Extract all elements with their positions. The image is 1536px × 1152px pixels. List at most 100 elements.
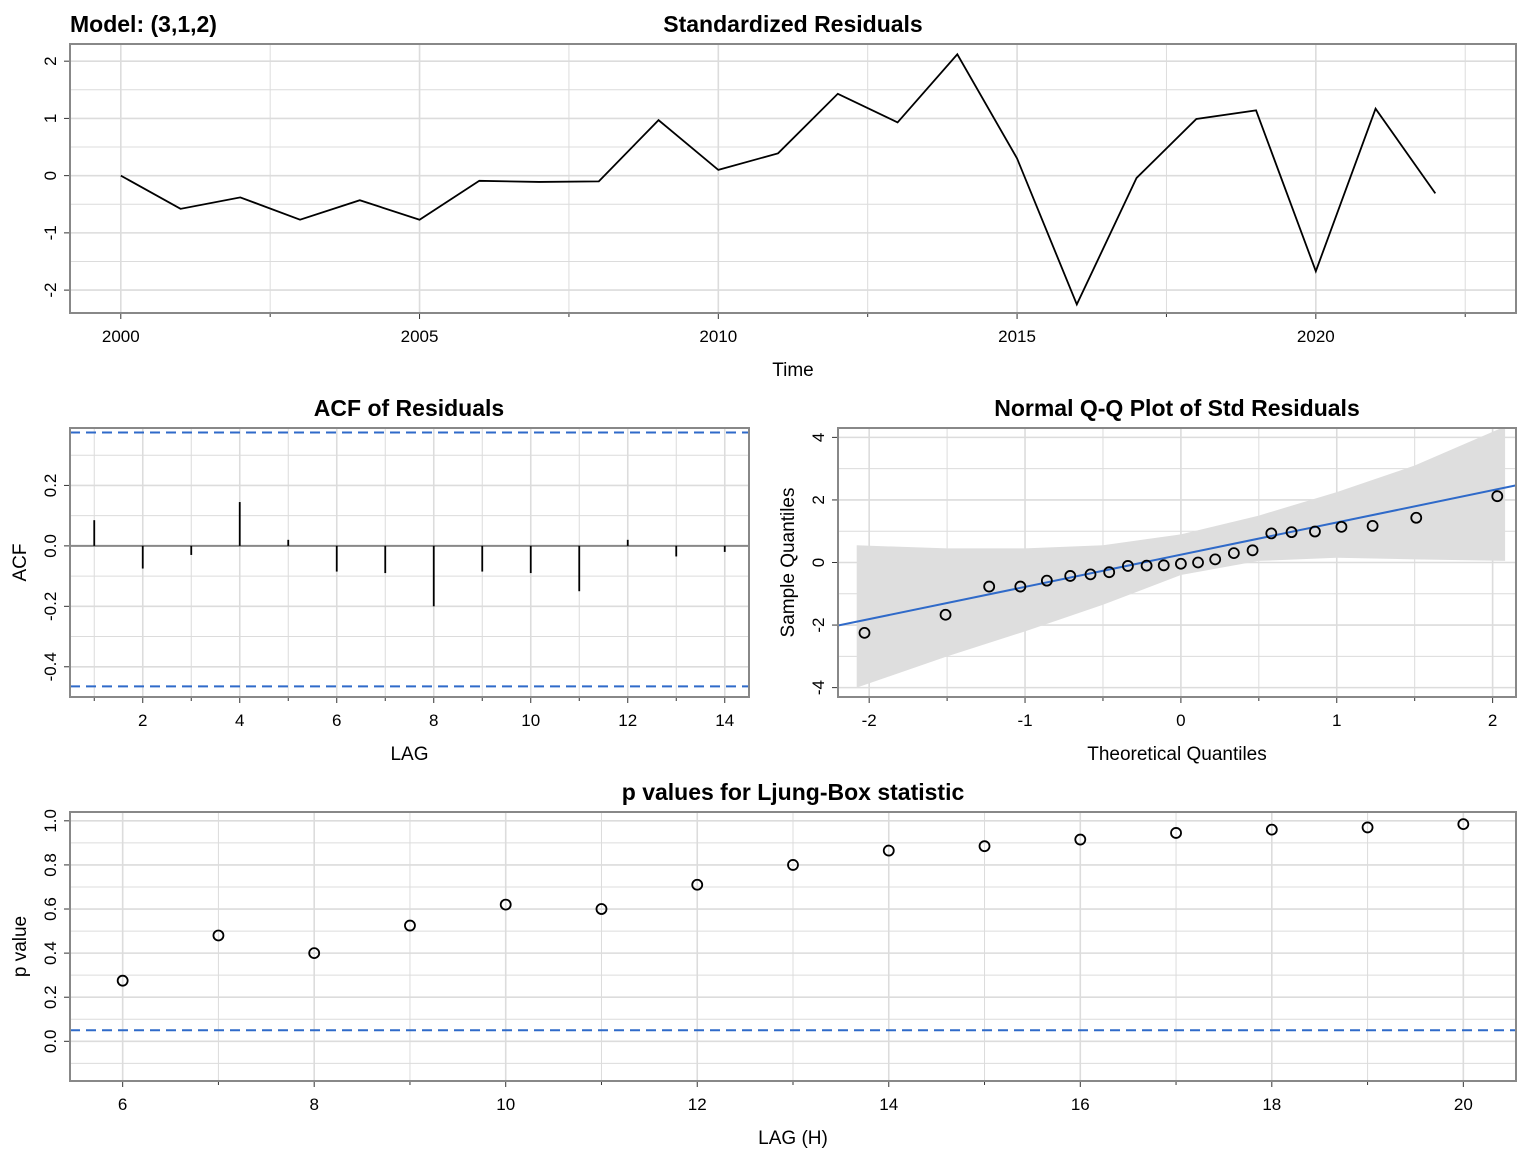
- ljungbox-point: [212, 929, 225, 942]
- x-tick-label: 6: [332, 711, 341, 730]
- qq-point: [1366, 520, 1379, 532]
- x-tick-label: 18: [1262, 1095, 1281, 1114]
- y-tick-label: -1: [41, 225, 60, 240]
- x-tick-label: 6: [118, 1095, 127, 1114]
- y-tick-label: 0: [809, 558, 828, 567]
- x-tick-label: 10: [496, 1095, 515, 1114]
- y-tick-label: 0.2: [41, 985, 60, 1009]
- x-tick-label: 0: [1176, 711, 1185, 730]
- y-axis-label: Sample Quantiles: [778, 488, 799, 638]
- qq-point: [1084, 568, 1097, 581]
- qq-point: [1227, 547, 1240, 560]
- qq-point: [1174, 557, 1187, 570]
- y-tick-label: 0.6: [41, 897, 60, 921]
- ljungbox-point: [595, 903, 608, 915]
- y-axis-label: ACF: [10, 544, 31, 582]
- x-tick-label: 14: [879, 1095, 898, 1114]
- y-tick-label: 0.2: [41, 474, 60, 498]
- qq-point: [1491, 490, 1504, 503]
- qq-point: [1014, 580, 1027, 593]
- ljungbox-point: [1170, 827, 1182, 839]
- y-tick-label: -0.4: [41, 652, 60, 681]
- y-tick-label: -4: [809, 680, 828, 695]
- qq-panel: Normal Q-Q Plot of Std Residuals -2 -1 0 1 2 -…: [778, 395, 1517, 765]
- ljungbox-point: [882, 844, 895, 857]
- x-tick-label: 8: [429, 711, 438, 730]
- chart-title: p values for Ljung-Box statistic: [622, 779, 965, 805]
- y-tick-label: 0.0: [41, 1029, 60, 1053]
- plot-frame: [69, 43, 1517, 314]
- plot-frame: [69, 427, 750, 698]
- x-tick-label: 2015: [998, 327, 1036, 346]
- x-tick-label: 14: [715, 711, 734, 730]
- y-tick-label: 2: [41, 56, 60, 65]
- y-tick-label: 0.4: [41, 941, 60, 965]
- y-tick-label: -2: [41, 283, 60, 298]
- qq-point: [1140, 559, 1153, 572]
- x-tick-label: 20: [1454, 1095, 1473, 1114]
- grid: [70, 44, 1516, 313]
- chart-title: Normal Q-Q Plot of Std Residuals: [994, 395, 1359, 421]
- qq-point: [1410, 511, 1423, 524]
- ljungbox-point: [308, 947, 321, 960]
- x-axis-label: LAG (H): [758, 1128, 828, 1149]
- ljungbox-panel: p values for Ljung-Box statistic 6 8 10 12 14…: [10, 779, 1517, 1149]
- qq-reference-line: [838, 484, 1516, 627]
- x-tick-label: 10: [521, 711, 540, 730]
- grid: [70, 812, 1516, 1081]
- x-tick-label: -1: [1017, 711, 1032, 730]
- y-tick-label: 2: [809, 495, 828, 504]
- x-axis-label: LAG: [390, 744, 428, 765]
- qq-point: [1040, 574, 1053, 587]
- x-tick-label: 2000: [102, 327, 140, 346]
- qq-point: [1265, 527, 1278, 540]
- qq-point: [1309, 525, 1321, 538]
- qq-point: [858, 626, 871, 639]
- grid: [70, 428, 749, 698]
- x-tick-label: -2: [862, 711, 877, 730]
- y-tick-label: 0: [41, 171, 60, 180]
- qq-point: [1246, 544, 1259, 557]
- y-tick-label: -2: [809, 617, 828, 632]
- x-tick-label: 2010: [699, 327, 737, 346]
- x-tick-label: 2: [138, 711, 147, 730]
- x-tick-label: 12: [688, 1095, 707, 1114]
- qq-point: [1335, 520, 1348, 533]
- plot-frame: [837, 427, 1517, 698]
- x-tick-label: 4: [235, 711, 244, 730]
- ljungbox-point: [691, 878, 704, 891]
- ljungbox-point: [499, 898, 512, 911]
- ljungbox-point: [1265, 823, 1278, 836]
- qq-point: [939, 608, 952, 621]
- y-tick-label: -0.2: [41, 592, 60, 621]
- x-tick-label: 8: [309, 1095, 318, 1114]
- y-tick-label: 4: [809, 433, 828, 442]
- ljungbox-point: [404, 919, 416, 932]
- qq-point: [1103, 566, 1116, 579]
- residual-series-line: [120, 52, 1437, 307]
- model-label: Model: (3,1,2): [70, 11, 217, 37]
- qq-confidence-band: [856, 428, 1506, 688]
- plot-frame: [69, 811, 1517, 1082]
- ljungbox-point: [1361, 821, 1374, 834]
- y-tick-label: 1.0: [41, 809, 60, 833]
- x-axis-label: Time: [772, 360, 814, 381]
- y-tick-label: 0.0: [41, 534, 60, 558]
- x-tick-label: 12: [618, 711, 637, 730]
- qq-point: [1064, 570, 1077, 582]
- y-axis-label: p value: [10, 916, 31, 977]
- ljungbox-point: [1074, 833, 1087, 846]
- chart-title: ACF of Residuals: [314, 395, 504, 421]
- ljungbox-point: [116, 974, 129, 987]
- ljungbox-point: [787, 859, 799, 871]
- y-tick-label: 1: [41, 114, 60, 123]
- qq-point: [1285, 526, 1298, 539]
- ljungbox-point: [978, 840, 991, 853]
- x-tick-label: 16: [1071, 1095, 1090, 1114]
- x-axis-label: Theoretical Quantiles: [1087, 744, 1267, 765]
- x-tick-label: 2020: [1297, 327, 1335, 346]
- qq-point: [1157, 559, 1170, 572]
- x-tick-label: 2005: [401, 327, 439, 346]
